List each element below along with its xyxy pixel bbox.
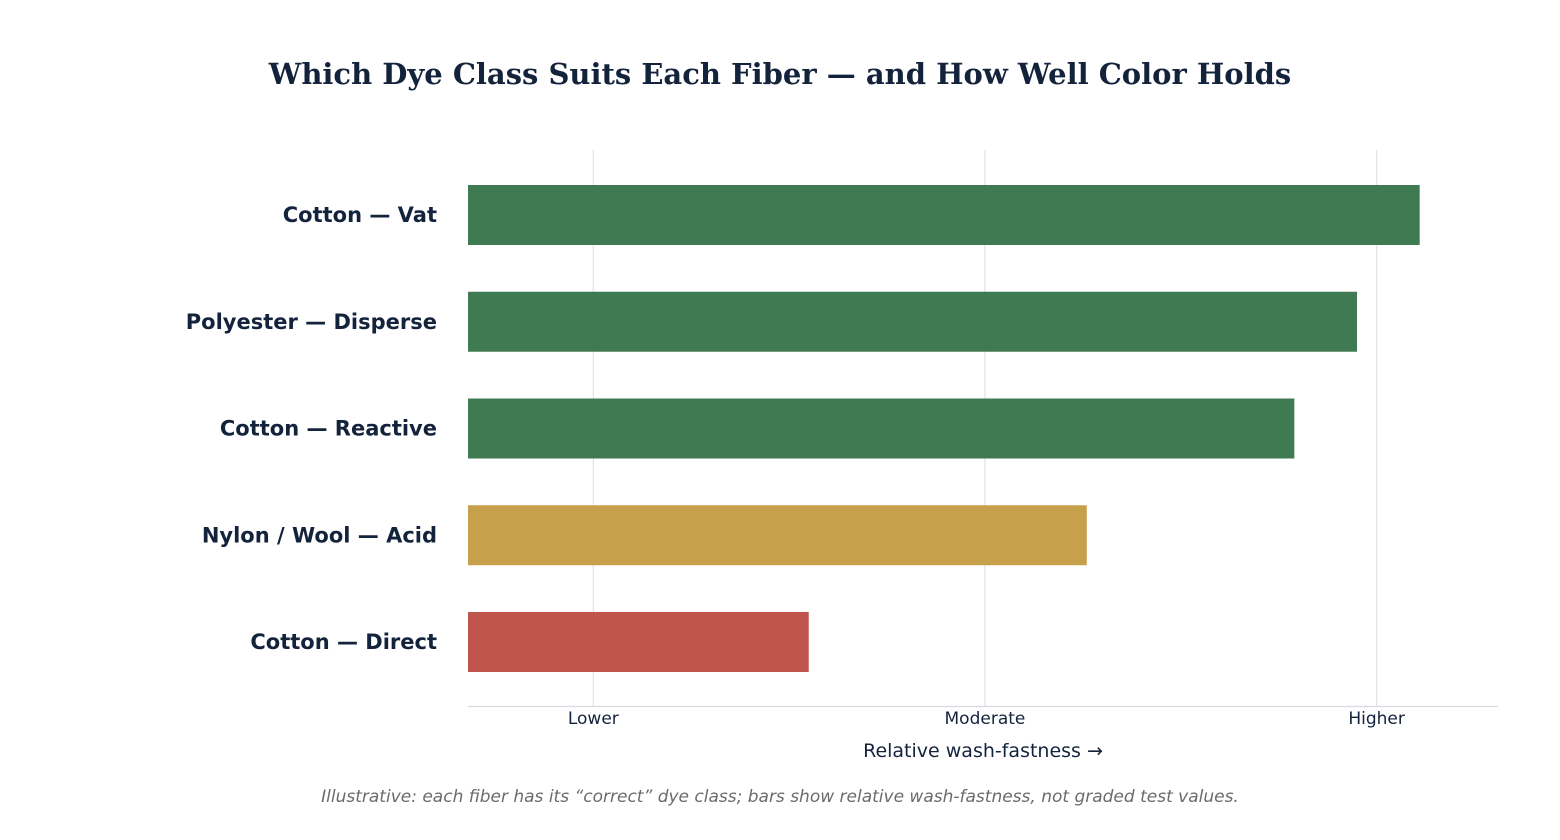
- category-label-1: Polyester — Disperse: [186, 310, 437, 334]
- x-axis-label: Relative wash-fastness →: [863, 740, 1103, 762]
- bar-0: [468, 185, 1420, 245]
- x-tick-label-0: Lower: [568, 709, 619, 729]
- chart-caption: Illustrative: each fiber has its “correc…: [321, 787, 1239, 807]
- category-label-4: Cotton — Direct: [250, 630, 437, 654]
- chart-title: Which Dye Class Suits Each Fiber — and H…: [268, 57, 1291, 91]
- x-tick-label-1: Moderate: [945, 709, 1026, 729]
- category-label-0: Cotton — Vat: [283, 203, 437, 227]
- category-label-2: Cotton — Reactive: [220, 417, 437, 441]
- bar-1: [468, 291, 1358, 352]
- x-tick-label-2: Higher: [1348, 709, 1405, 729]
- bar-4: [468, 612, 809, 672]
- bar-2: [468, 398, 1295, 459]
- bar-3: [468, 505, 1087, 566]
- category-label-3: Nylon / Wool — Acid: [202, 523, 437, 547]
- category-labels: Cotton — Vat Polyester — Disperse Cotton —…: [186, 203, 437, 654]
- bar-layer: [468, 185, 1420, 672]
- x-tick-labels: Lower Moderate Higher: [568, 709, 1405, 729]
